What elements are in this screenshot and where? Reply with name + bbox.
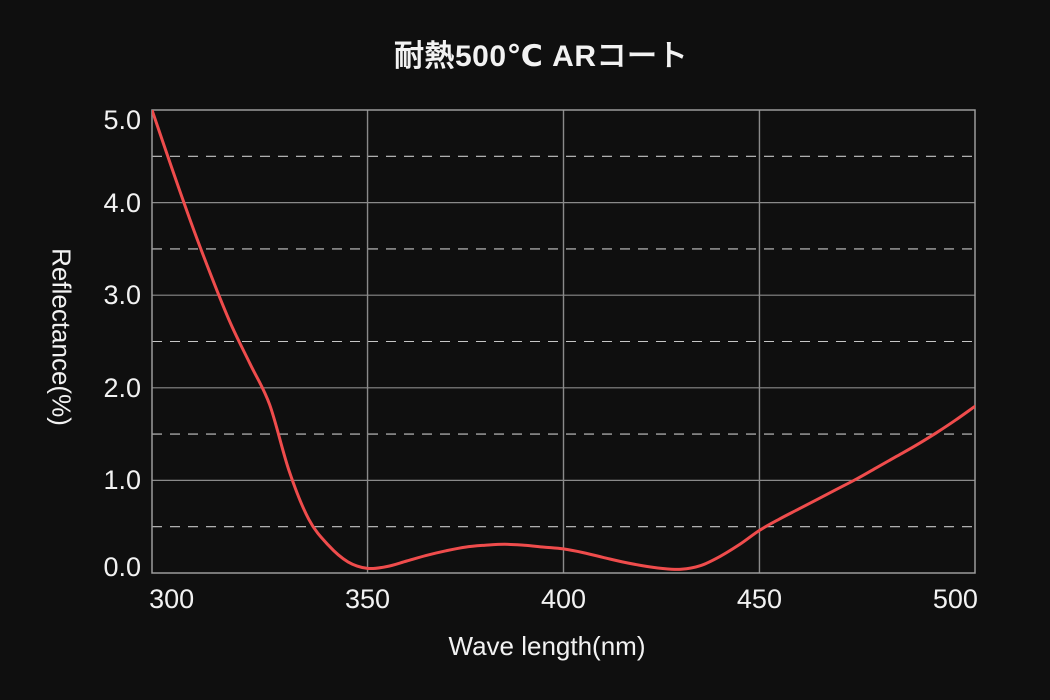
y-tick-label: 5.0 bbox=[103, 105, 141, 135]
x-axis-label: Wave length(nm) bbox=[448, 631, 646, 661]
y-tick-label: 4.0 bbox=[103, 187, 141, 218]
plot-frame bbox=[151, 109, 976, 574]
x-tick-label: 300 bbox=[149, 584, 195, 614]
chart-title: 耐熱500℃ ARコート bbox=[393, 40, 689, 73]
y-tick-label: 2.0 bbox=[103, 372, 141, 403]
reflectance-curve bbox=[152, 110, 975, 571]
y-tick-label: 1.0 bbox=[103, 465, 141, 496]
x-tick-label: 400 bbox=[540, 584, 587, 614]
x-tick-label: 500 bbox=[932, 584, 978, 614]
y-tick-label: 0.0 bbox=[103, 552, 141, 582]
x-tick-label: 350 bbox=[345, 584, 391, 614]
x-tick-label: 450 bbox=[736, 584, 782, 614]
y-tick-label: 3.0 bbox=[103, 280, 141, 311]
